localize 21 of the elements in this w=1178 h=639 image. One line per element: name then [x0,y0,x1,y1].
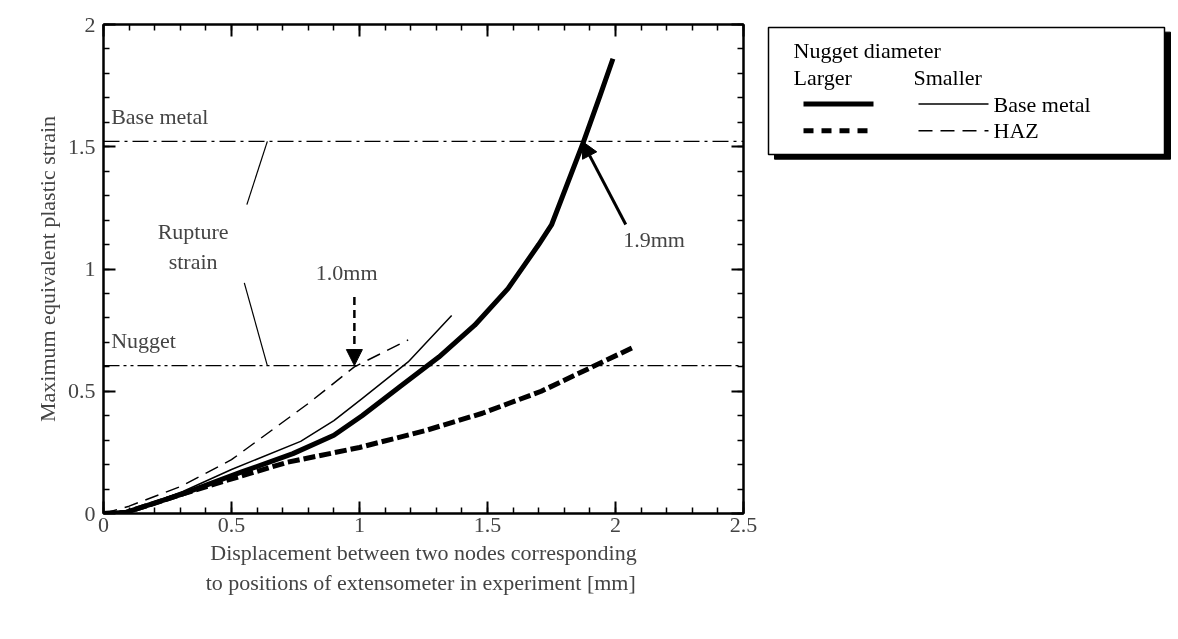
ref-line-label: Base metal [111,104,209,130]
y-tick-label: 0.5 [68,378,96,404]
annotation: 1.0mm [315,259,378,285]
x-tick-label: 2.5 [729,511,758,537]
legend-title: Nugget diameter [793,38,942,64]
x-axis-title: Displacement between two nodes corresponding to positions of extensometer in experiment [mm] [205,539,637,595]
y-axis-title: Maximum equivalent plastic strain [35,115,60,423]
annotation: 1.9mm [623,226,685,252]
legend-label: HAZ [993,118,1039,144]
x-tick-label: 2 [610,511,621,537]
x-tick-label: 0.5 [217,511,246,537]
legend-label: Base metal [993,91,1091,117]
x-tick-label: 1.5 [473,511,502,537]
y-tick-label: 2 [84,11,96,37]
y-tick-label: 1.5 [68,133,96,159]
text: Smaller [913,64,983,90]
annotation: Rupture strain [157,218,229,274]
x-tick-label: 1 [354,511,365,537]
text: Larger [793,64,853,90]
y-tick-label: 1 [84,256,96,281]
ref-line-label: Nugget [111,328,176,354]
